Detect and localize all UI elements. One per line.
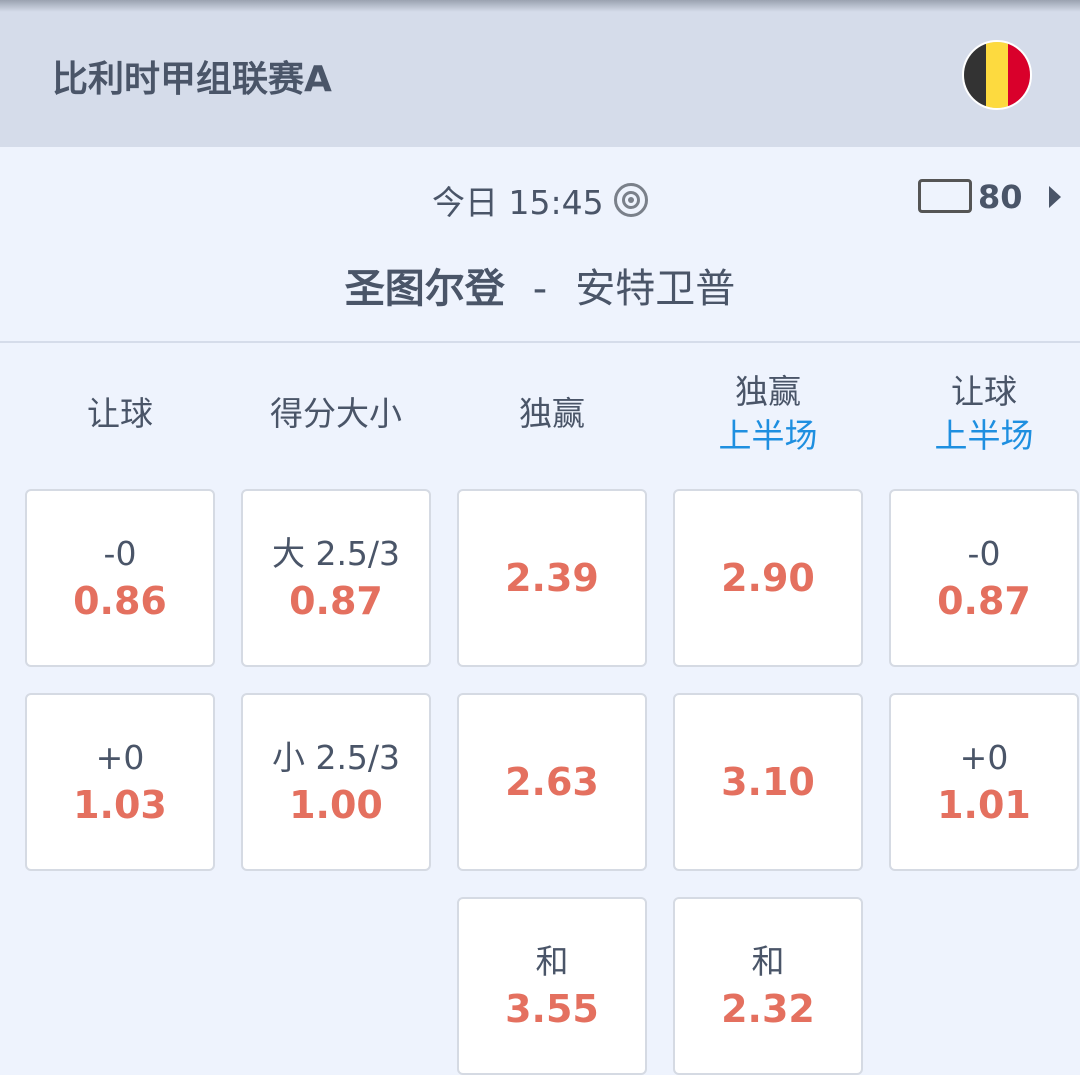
odds-value: 3.10 (721, 760, 815, 804)
column-header: 独赢 (444, 392, 660, 436)
tv-icon (918, 179, 972, 215)
column-label: 独赢 (519, 394, 585, 433)
odds-value: 0.87 (289, 579, 383, 623)
odds-value: 2.90 (721, 556, 815, 600)
odds-button[interactable]: 2.39 (457, 489, 647, 667)
column-label: 得分大小 (270, 394, 402, 433)
odds-label: 小 2.5/3 (271, 738, 401, 777)
odds-button[interactable]: 2.63 (457, 693, 647, 871)
column-header: 让球 上半场 (876, 370, 1080, 458)
odds-button[interactable]: +0 1.03 (25, 693, 215, 871)
match-time-text: 今日 15:45 (432, 183, 604, 222)
odds-label: +0 (95, 738, 145, 777)
league-title: 比利时甲组联赛A (52, 59, 332, 100)
odds-button[interactable]: -0 0.86 (25, 489, 215, 667)
odds-value: 2.32 (721, 987, 815, 1031)
column-label: 让球 (87, 394, 153, 433)
column-label: 独赢 (735, 372, 801, 411)
odds-button[interactable]: 和 2.32 (673, 897, 863, 1075)
divider (0, 341, 1080, 343)
tv-markets-link[interactable]: 80 (918, 178, 1061, 216)
odds-value: 1.01 (937, 783, 1031, 827)
odds-label: 和 (535, 942, 569, 981)
odds-button[interactable]: +0 1.01 (889, 693, 1079, 871)
odds-value: 0.86 (73, 579, 167, 623)
away-team: 安特卫普 (575, 266, 736, 312)
odds-button[interactable]: 2.90 (673, 489, 863, 667)
markets-count: 80 (978, 178, 1023, 216)
odds-button[interactable]: 大 2.5/3 0.87 (241, 489, 431, 667)
league-header: 比利时甲组联赛A (0, 0, 1080, 147)
odds-button[interactable]: -0 0.87 (889, 489, 1079, 667)
status-shadow (0, 0, 1080, 12)
chevron-right-icon (1048, 186, 1061, 208)
odds-value: 2.39 (505, 556, 599, 600)
odds-button[interactable]: 小 2.5/3 1.00 (241, 693, 431, 871)
home-team: 圣图尔登 (344, 266, 505, 312)
match-teams: 圣图尔登 - 安特卫普 (0, 256, 1080, 314)
odds-value: 3.55 (505, 987, 599, 1031)
belgium-flag-icon (962, 40, 1032, 110)
team-separator: - (532, 266, 548, 312)
odds-label: -0 (967, 534, 1001, 573)
column-header: 让球 (12, 392, 228, 436)
column-sublabel: 上半场 (934, 416, 1034, 455)
column-header: 独赢 上半场 (660, 370, 876, 458)
odds-label: 大 2.5/3 (271, 534, 401, 573)
odds-value: 0.87 (937, 579, 1031, 623)
odds-label: 和 (751, 942, 785, 981)
match-time: 今日 15:45 (432, 176, 648, 224)
odds-button[interactable]: 3.10 (673, 693, 863, 871)
odds-value: 1.03 (73, 783, 167, 827)
odds-value: 2.63 (505, 760, 599, 804)
odds-value: 1.00 (289, 783, 383, 827)
odds-button[interactable]: 和 3.55 (457, 897, 647, 1075)
live-target-icon[interactable] (613, 183, 648, 217)
column-sublabel: 上半场 (718, 416, 818, 455)
odds-label: +0 (959, 738, 1009, 777)
column-label: 让球 (951, 372, 1017, 411)
odds-label: -0 (103, 534, 137, 573)
column-header: 得分大小 (228, 392, 444, 436)
